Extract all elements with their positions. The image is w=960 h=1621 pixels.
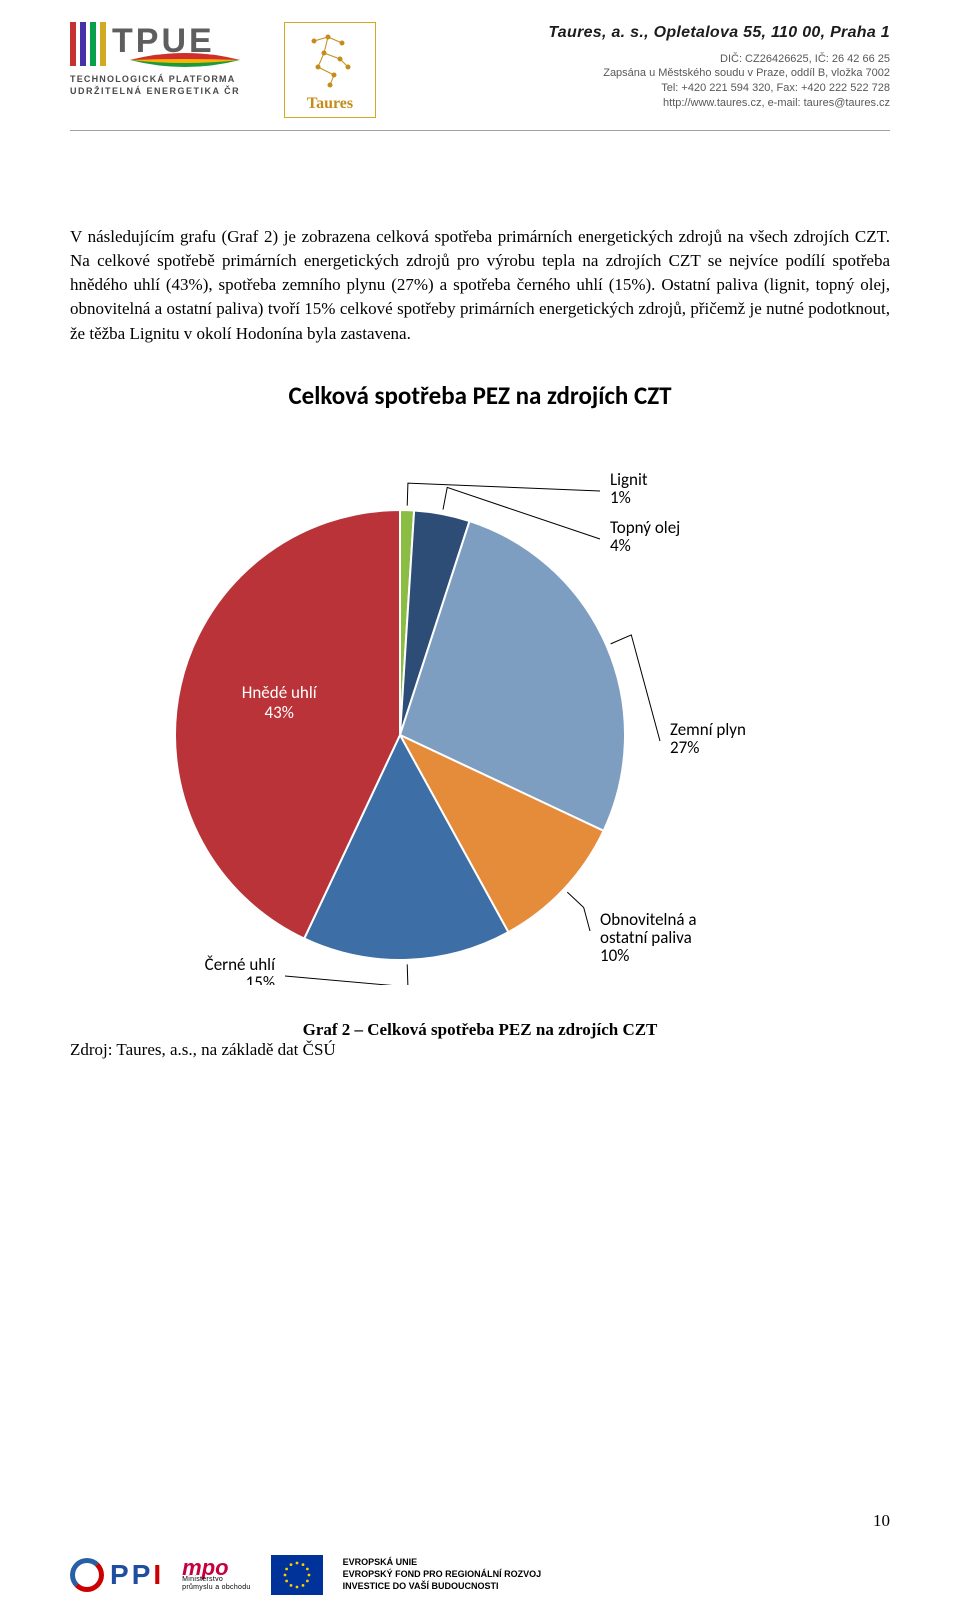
eu-flag-icon	[271, 1555, 323, 1595]
tpue-logo: TPUE TECHNOLOGICKÁ PLATFORMA UDRŽITELNÁ …	[70, 22, 266, 100]
mpo-script: mpo	[182, 1559, 228, 1577]
pie-slice-label: Hnědé uhlí	[242, 682, 318, 703]
company-ids: DIČ: CZ26426625, IČ: 26 42 66 25	[548, 52, 890, 67]
pie-leader-label: 4%	[610, 535, 631, 556]
eu-text-block: EVROPSKÁ UNIE EVROPSKÝ FOND PRO REGIONÁL…	[343, 1557, 542, 1592]
eu-line3: INVESTICE DO VAŠÍ BUDOUCNOSTI	[343, 1581, 542, 1593]
pie-leader-label: 1%	[610, 487, 631, 508]
taures-logo-caption: Taures	[285, 95, 375, 113]
chart-title: Celková spotřeba PEZ na zdrojích CZT	[70, 380, 890, 411]
company-registration: Zapsána u Městského soudu v Praze, oddíl…	[548, 66, 890, 81]
oppi-ring-icon	[70, 1558, 104, 1592]
chart-container: Celková spotřeba PEZ na zdrojích CZT Lig…	[70, 380, 890, 1060]
bar-icon	[80, 22, 86, 66]
eu-line1: EVROPSKÁ UNIE	[343, 1557, 542, 1569]
pie-slice-label: 43%	[265, 702, 294, 723]
company-phone-fax: Tel: +420 221 594 320, Fax: +420 222 522…	[548, 81, 890, 96]
body-paragraph: V následujícím grafu (Graf 2) je zobraze…	[70, 225, 890, 346]
pie-leader-label: 27%	[670, 737, 699, 758]
taures-logo: Taures	[284, 22, 376, 118]
pie-chart-svg: Lignit1%Topný olej4%Zemní plyn27%Obnovit…	[70, 425, 890, 985]
chart-caption: Graf 2 – Celková spotřeba PEZ na zdrojíc…	[70, 1020, 890, 1040]
mpo-logo: mpo Ministerstvo průmyslu a obchodu	[182, 1559, 250, 1592]
tpue-leaf-icon	[130, 52, 240, 68]
bar-icon	[70, 22, 76, 66]
page-header: TPUE TECHNOLOGICKÁ PLATFORMA UDRŽITELNÁ …	[70, 22, 890, 131]
pie-leader-line	[407, 483, 600, 505]
company-web-email: http://www.taures.cz, e-mail: taures@tau…	[548, 96, 890, 111]
chart-source: Zdroj: Taures, a.s., na základě dat ČSÚ	[70, 1040, 890, 1060]
company-address: Taures, a. s., Opletalova 55, 110 00, Pr…	[548, 22, 890, 44]
mpo-line1: Ministerstvo	[182, 1576, 223, 1584]
footer: PPI mpo Ministerstvo průmyslu a obchodu …	[70, 1555, 890, 1595]
header-company-block: Taures, a. s., Opletalova 55, 110 00, Pr…	[548, 22, 890, 111]
taures-constellation-icon	[294, 29, 366, 93]
tpue-subline-1: TECHNOLOGICKÁ PLATFORMA	[70, 74, 235, 84]
eu-line2: EVROPSKÝ FOND PRO REGIONÁLNÍ ROZVOJ	[343, 1569, 542, 1581]
page-number: 10	[873, 1511, 890, 1531]
mpo-line2: průmyslu a obchodu	[182, 1584, 250, 1592]
oppi-text: PPI	[110, 1559, 162, 1591]
bar-icon	[90, 22, 96, 66]
page: TPUE TECHNOLOGICKÁ PLATFORMA UDRŽITELNÁ …	[0, 0, 960, 1621]
header-logos: TPUE TECHNOLOGICKÁ PLATFORMA UDRŽITELNÁ …	[70, 22, 376, 118]
oppi-logo: PPI	[70, 1558, 162, 1592]
pie-leader-line	[285, 964, 408, 985]
pie-leader-label: 10%	[600, 945, 629, 966]
pie-leader-label: 15%	[246, 972, 275, 985]
pie-leader-line	[567, 892, 590, 931]
tpue-subline-2: UDRŽITELNÁ ENERGETIKA ČR	[70, 86, 240, 96]
pie-chart: Lignit1%Topný olej4%Zemní plyn27%Obnovit…	[70, 425, 890, 990]
tpue-logo-bars	[70, 22, 106, 66]
bar-icon	[100, 22, 106, 66]
